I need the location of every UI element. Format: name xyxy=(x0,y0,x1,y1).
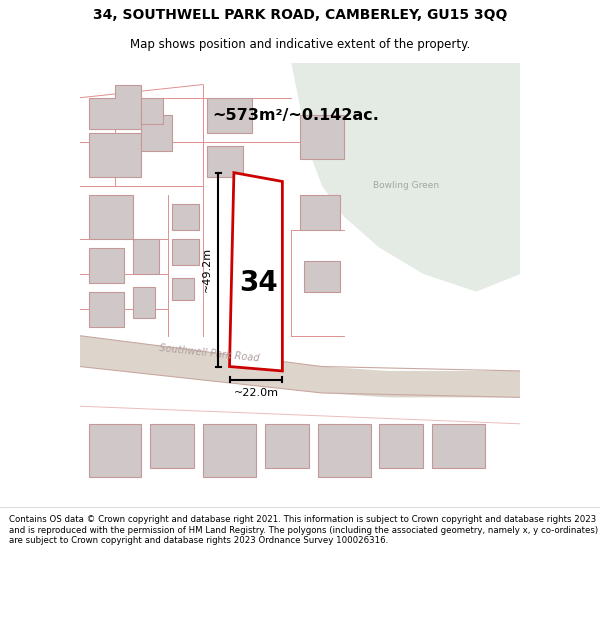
Polygon shape xyxy=(300,116,344,159)
Text: Bowling Green: Bowling Green xyxy=(373,181,439,191)
Polygon shape xyxy=(300,195,340,230)
Text: Contains OS data © Crown copyright and database right 2021. This information is : Contains OS data © Crown copyright and d… xyxy=(9,515,598,545)
Polygon shape xyxy=(304,261,340,292)
Polygon shape xyxy=(291,62,520,292)
Polygon shape xyxy=(432,424,485,468)
Text: 34: 34 xyxy=(239,269,278,297)
Polygon shape xyxy=(379,424,424,468)
Polygon shape xyxy=(142,98,163,124)
Polygon shape xyxy=(133,239,159,274)
Polygon shape xyxy=(172,204,199,230)
Polygon shape xyxy=(172,278,194,301)
Polygon shape xyxy=(89,292,124,327)
Polygon shape xyxy=(150,424,194,468)
Polygon shape xyxy=(208,98,251,133)
Text: ~22.0m: ~22.0m xyxy=(233,388,278,398)
Polygon shape xyxy=(142,116,172,151)
Polygon shape xyxy=(133,288,155,318)
Polygon shape xyxy=(89,424,142,477)
Polygon shape xyxy=(208,146,243,177)
Polygon shape xyxy=(89,133,142,177)
Text: ~573m²/~0.142ac.: ~573m²/~0.142ac. xyxy=(212,108,379,123)
Polygon shape xyxy=(265,424,309,468)
Polygon shape xyxy=(317,424,371,477)
Polygon shape xyxy=(230,173,283,371)
Polygon shape xyxy=(172,239,199,265)
Text: Southwell Park Road: Southwell Park Road xyxy=(159,343,260,364)
Polygon shape xyxy=(89,248,124,282)
Polygon shape xyxy=(89,84,142,129)
Text: Map shows position and indicative extent of the property.: Map shows position and indicative extent… xyxy=(130,38,470,51)
Polygon shape xyxy=(80,336,520,398)
Polygon shape xyxy=(89,195,133,239)
Polygon shape xyxy=(203,424,256,477)
Text: 34, SOUTHWELL PARK ROAD, CAMBERLEY, GU15 3QQ: 34, SOUTHWELL PARK ROAD, CAMBERLEY, GU15… xyxy=(93,8,507,22)
Text: ~49.2m: ~49.2m xyxy=(202,247,212,292)
